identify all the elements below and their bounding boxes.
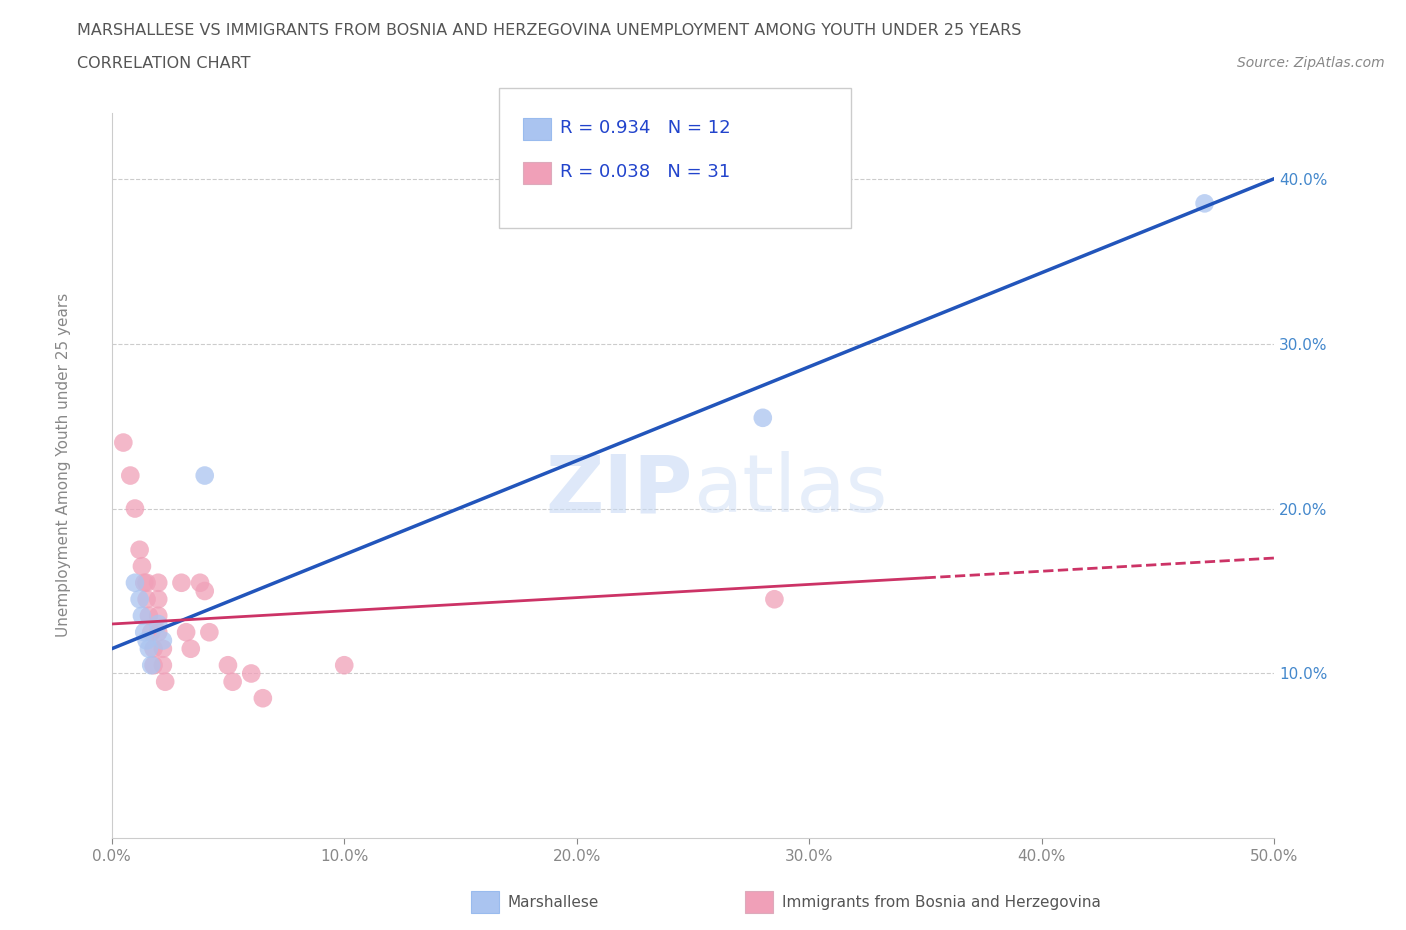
Point [124, 576, 146, 591]
Point [752, 410, 775, 425]
Point [174, 625, 197, 640]
Point [148, 617, 170, 631]
Point [152, 642, 174, 657]
Point [141, 625, 163, 640]
Point [180, 642, 202, 657]
Text: Source: ZipAtlas.com: Source: ZipAtlas.com [1237, 56, 1385, 70]
Point [138, 608, 160, 623]
Point [148, 576, 170, 591]
Point [135, 591, 157, 606]
Point [131, 559, 153, 574]
Point [128, 591, 150, 606]
Point [134, 625, 156, 640]
Text: Marshallese: Marshallese [508, 895, 599, 910]
Point [120, 468, 142, 483]
Point [333, 658, 356, 672]
Text: MARSHALLESE VS IMMIGRANTS FROM BOSNIA AND HERZEGOVINA UNEMPLOYMENT AMONG YOUTH U: MARSHALLESE VS IMMIGRANTS FROM BOSNIA AN… [77, 23, 1022, 38]
Point [252, 691, 274, 706]
Point [217, 658, 239, 672]
Point [128, 542, 150, 557]
Point [188, 576, 211, 591]
Point [134, 576, 156, 591]
Point [221, 674, 243, 689]
Point [152, 658, 174, 672]
Text: atlas: atlas [693, 451, 887, 529]
Point [135, 633, 157, 648]
Point [170, 576, 193, 591]
Point [148, 591, 170, 606]
Text: R = 0.038   N = 31: R = 0.038 N = 31 [560, 163, 730, 181]
Point [131, 608, 153, 623]
Point [152, 633, 174, 648]
Point [194, 583, 217, 598]
Text: Unemployment Among Youth under 25 years: Unemployment Among Youth under 25 years [56, 293, 70, 637]
Text: ZIP: ZIP [546, 451, 693, 529]
Point [153, 674, 176, 689]
Point [135, 576, 157, 591]
Point [148, 608, 170, 623]
Text: Immigrants from Bosnia and Herzegovina: Immigrants from Bosnia and Herzegovina [782, 895, 1101, 910]
Point [141, 658, 163, 672]
Point [148, 625, 170, 640]
Point [1194, 196, 1216, 211]
Point [198, 625, 221, 640]
Text: R = 0.934   N = 12: R = 0.934 N = 12 [560, 119, 730, 138]
Point [142, 642, 165, 657]
Point [112, 435, 135, 450]
Text: CORRELATION CHART: CORRELATION CHART [77, 56, 250, 71]
Point [142, 658, 165, 672]
Point [124, 501, 146, 516]
Point [138, 642, 160, 657]
Point [240, 666, 263, 681]
Point [763, 591, 786, 606]
Point [194, 468, 217, 483]
